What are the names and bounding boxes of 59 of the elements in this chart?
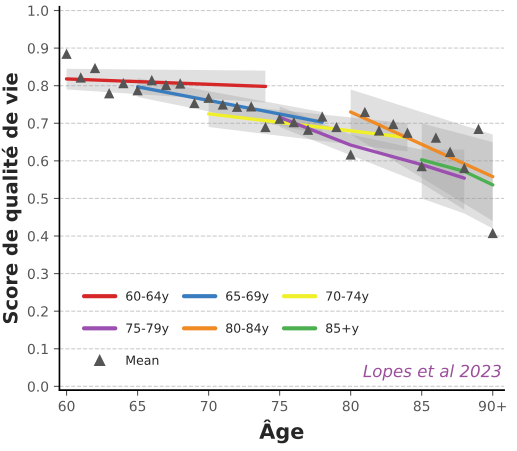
- y-axis-title: Score de qualité de vie: [2, 73, 22, 324]
- y-tick-label: 0.3: [28, 268, 48, 280]
- y-tick-label: 1.0: [28, 5, 48, 16]
- point: [374, 125, 384, 136]
- point: [203, 92, 214, 103]
- x-tick-label: 70: [200, 400, 217, 412]
- point: [402, 128, 413, 138]
- point: [346, 149, 356, 160]
- point: [302, 124, 314, 135]
- y-tick-label: 0.2: [28, 306, 48, 317]
- point: [76, 72, 86, 83]
- point: [246, 101, 256, 112]
- point: [360, 106, 370, 118]
- point: [430, 132, 442, 143]
- legend-label: 80-84y: [226, 323, 269, 336]
- legend-label: 70-74y: [326, 291, 369, 304]
- y-tick-label: 0.7: [28, 118, 48, 129]
- point: [118, 78, 129, 88]
- y-tick-label: 0.0: [28, 381, 48, 392]
- point: [388, 118, 398, 130]
- point: [331, 122, 342, 132]
- point: [317, 111, 328, 122]
- point: [488, 228, 498, 238]
- point: [288, 116, 299, 128]
- point: [189, 98, 200, 108]
- x-tick-label: 65: [130, 400, 146, 412]
- point: [90, 62, 100, 74]
- x-tick-label: 90+: [478, 400, 506, 412]
- point: [416, 160, 427, 172]
- point: [218, 99, 228, 110]
- x-axis-title: Âge: [259, 420, 304, 444]
- y-tick-label: 0.5: [28, 193, 48, 204]
- y-tick-label: 0.6: [28, 156, 48, 166]
- legend-label: 75-79y: [126, 323, 169, 336]
- legend-label: Mean: [126, 356, 158, 365]
- point: [146, 74, 157, 86]
- point: [175, 78, 186, 89]
- point: [473, 124, 484, 134]
- y-tick-label: 0.1: [28, 344, 48, 354]
- point: [444, 146, 456, 157]
- x-tick-label: 80: [342, 400, 359, 412]
- point: [260, 122, 271, 132]
- point: [132, 85, 143, 96]
- x-tick-label: 75: [272, 400, 288, 412]
- y-tick-label: 0.4: [28, 230, 48, 242]
- point: [274, 114, 285, 124]
- legend-label: 65-69y: [226, 291, 269, 304]
- x-tick-label: 85: [414, 400, 430, 412]
- legend-label: 85+y: [326, 323, 359, 336]
- point: [104, 88, 114, 98]
- point: [160, 80, 172, 90]
- y-tick-label: 0.9: [28, 43, 48, 54]
- point: [459, 162, 470, 174]
- annotation: Lopes et al 2023: [363, 364, 501, 381]
- point: [232, 102, 242, 112]
- y-tick-label: 0.8: [28, 80, 48, 92]
- point: [61, 48, 72, 59]
- legend-label: 60-64y: [126, 291, 169, 304]
- x-tick-label: 60: [58, 400, 74, 412]
